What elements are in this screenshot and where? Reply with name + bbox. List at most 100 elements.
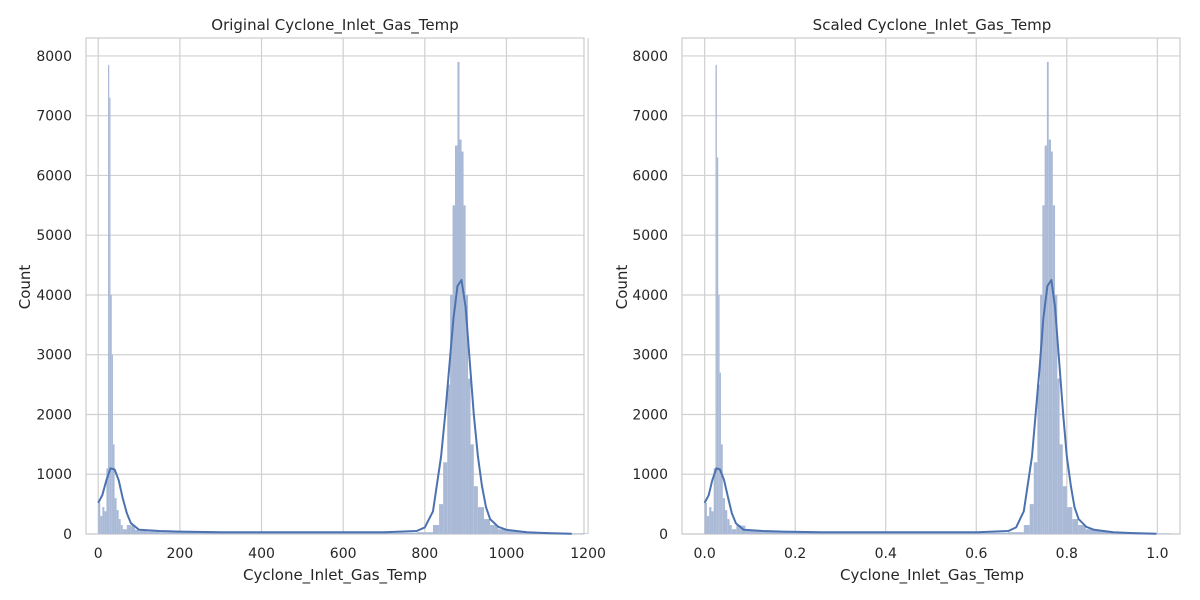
histogram-bar <box>1044 145 1047 534</box>
y-tick-label: 5000 <box>632 228 668 244</box>
y-tick-label: 5000 <box>36 228 72 244</box>
histogram-bar <box>1059 444 1063 534</box>
histogram-bar <box>122 529 127 534</box>
histogram-bar <box>118 519 121 534</box>
x-tick-label: 0.0 <box>694 546 716 562</box>
histogram-bar <box>109 97 111 534</box>
histogram-bar <box>98 502 101 534</box>
histogram-bar <box>772 532 796 534</box>
histogram-bar <box>447 384 451 534</box>
histogram-bar <box>463 205 466 534</box>
x-tick-label: 0.4 <box>875 546 897 562</box>
histogram-bar <box>477 507 484 534</box>
histogram-bar <box>1040 294 1043 534</box>
y-axis-label-original: Count <box>16 265 34 310</box>
histogram-bar <box>840 532 886 534</box>
y-tick-label: 6000 <box>36 168 72 184</box>
histogram-bar <box>731 529 737 534</box>
x-tick-label: 0.6 <box>965 546 987 562</box>
histogram-bar <box>729 525 732 534</box>
histogram-bar <box>1093 531 1113 534</box>
x-axis-label-scaled: Cyclone_Inlet_Gas_Temp <box>840 566 1024 585</box>
histogram-bar <box>498 529 507 534</box>
histogram-bar <box>104 511 107 534</box>
histogram-bar <box>885 532 931 534</box>
x-tick-label: 600 <box>330 546 357 562</box>
histogram-bar <box>567 533 589 534</box>
histogram-bar <box>1033 462 1038 534</box>
histogram-bar <box>483 519 491 534</box>
histogram-bar <box>120 525 123 534</box>
x-tick-label: 0.2 <box>784 546 806 562</box>
x-tick-label: 1200 <box>570 546 606 562</box>
histogram-bar <box>114 498 117 534</box>
histogram-bar <box>727 519 730 534</box>
histogram-bar <box>1050 151 1053 534</box>
chart-title-original: Original Cyclone_Inlet_Gas_Temp <box>211 16 458 35</box>
x-tick-label: 0 <box>94 546 103 562</box>
histogram-bar <box>102 507 105 534</box>
histogram-bar <box>1046 61 1049 534</box>
histogram-bar <box>110 294 112 534</box>
histogram-bar <box>1085 529 1094 534</box>
histogram-bar <box>473 486 478 534</box>
histogram-bar <box>452 205 456 534</box>
original-histogram-panel: Original Cyclone_Inlet_Gas_Temp Cyclone_… <box>16 16 606 585</box>
histogram-bar <box>1057 378 1060 534</box>
histogram-bar <box>134 529 140 534</box>
histogram-bar <box>1066 507 1073 534</box>
histogram-bar <box>715 64 717 534</box>
y-tick-label: 2000 <box>36 407 72 423</box>
x-tick-label: 400 <box>248 546 275 562</box>
histogram-bar <box>706 516 710 534</box>
histogram-bar <box>470 444 474 534</box>
y-tick-label: 1000 <box>36 467 72 483</box>
y-tick-label: 3000 <box>36 348 72 364</box>
histogram-bar <box>1062 486 1067 534</box>
histogram-bar <box>1029 504 1034 534</box>
y-tick-label: 6000 <box>632 168 668 184</box>
histogram-bar <box>112 444 115 534</box>
histogram-bar <box>1055 294 1058 534</box>
histogram-bars <box>704 61 1171 534</box>
histogram-bar <box>443 462 448 534</box>
y-axis-label-scaled: Count <box>613 265 631 310</box>
histogram-bar <box>459 139 462 534</box>
x-tick-label: 800 <box>411 546 438 562</box>
histogram-bar <box>1037 384 1041 534</box>
y-tick-label: 3000 <box>632 348 668 364</box>
histogram-bar <box>139 531 148 534</box>
scaled-histogram-panel: Scaled Cyclone_Inlet_Gas_Temp Cyclone_In… <box>613 16 1181 585</box>
histogram-bar <box>439 504 444 534</box>
histogram-bar <box>159 532 180 534</box>
histogram-bar <box>725 510 728 534</box>
histogram-bar <box>261 532 303 534</box>
histogram-bar <box>758 531 773 534</box>
histogram-bar <box>736 525 741 534</box>
histogram-bars <box>98 61 589 534</box>
histogram-bar <box>490 525 499 534</box>
histogram-bar <box>720 444 723 534</box>
x-axis-label-original: Cyclone_Inlet_Gas_Temp <box>243 566 427 585</box>
histogram-bar <box>457 61 460 534</box>
histogram-bar <box>1072 519 1079 534</box>
y-tick-label: 7000 <box>36 109 72 125</box>
y-tick-label: 2000 <box>632 407 668 423</box>
histogram-bar <box>432 525 440 534</box>
histogram-bar <box>1023 525 1030 534</box>
histogram-bar <box>130 525 135 534</box>
plot-frame <box>85 37 585 535</box>
histogram-bar <box>468 378 471 534</box>
y-tick-label: 0 <box>659 527 668 543</box>
histogram-bar <box>111 354 113 534</box>
x-tick-label: 1.0 <box>1146 546 1168 562</box>
x-tick-label: 200 <box>167 546 194 562</box>
histogram-bar <box>704 502 707 534</box>
histogram-bar <box>1042 205 1045 534</box>
histogram-bar <box>722 498 726 534</box>
histogram-bar <box>126 525 131 534</box>
y-tick-label: 4000 <box>632 288 668 304</box>
histogram-bar <box>302 532 344 534</box>
histogram-bar <box>1007 532 1024 534</box>
